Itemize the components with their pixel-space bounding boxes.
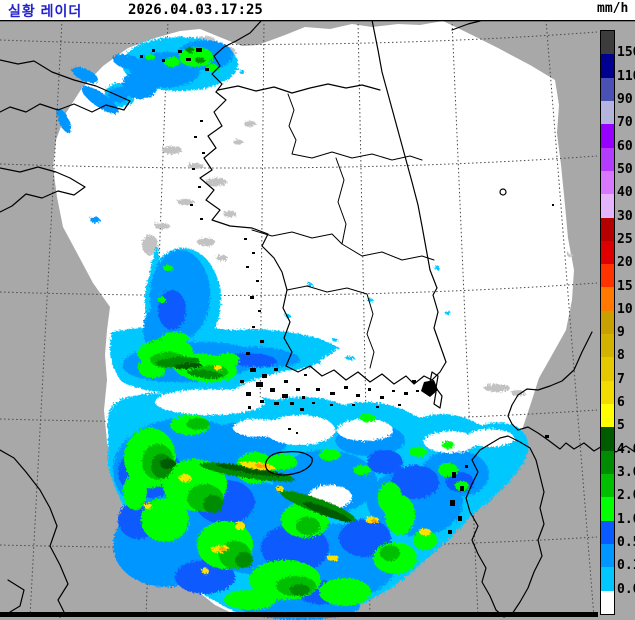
observation-timestamp: 2026.04.03.17:25 (128, 2, 263, 18)
legend-color-band (601, 474, 614, 497)
legend-color-band (601, 334, 614, 357)
header-bar: 실황 레이더 2026.04.03.17:25 mm/h (0, 0, 635, 20)
legend-color-band (601, 404, 614, 427)
legend-color-band (601, 497, 614, 520)
legend-color-band (601, 521, 614, 544)
legend-color-band (601, 31, 614, 54)
legend-color-band (601, 148, 614, 171)
legend-color-band (601, 544, 614, 567)
legend-color-band (601, 171, 614, 194)
map-top-border (0, 20, 635, 21)
map-bottom-border (0, 612, 598, 617)
radar-map-canvas (0, 20, 635, 620)
radar-map (0, 20, 635, 620)
page-title: 실황 레이더 (8, 1, 82, 21)
legend-color-band (601, 311, 614, 334)
legend-color-band (601, 381, 614, 404)
legend-bar (600, 30, 615, 615)
legend-color-band (601, 451, 614, 474)
legend-color-band (601, 218, 614, 241)
legend-color-band (601, 567, 614, 590)
legend-color-band (601, 124, 614, 147)
legend-color-band (601, 194, 614, 217)
legend-unit-label: mm/h (597, 1, 633, 16)
legend-color-band (601, 241, 614, 264)
legend-color-band (601, 264, 614, 287)
radar-app: 실황 레이더 2026.04.03.17:25 mm/h (0, 0, 635, 620)
legend-color-band (601, 427, 614, 450)
legend-color-band (601, 78, 614, 101)
legend-color-band (601, 357, 614, 380)
legend-color-band (601, 101, 614, 124)
legend-color-band (601, 287, 614, 310)
legend-color-band (601, 591, 614, 614)
legend-color-band (601, 54, 614, 77)
